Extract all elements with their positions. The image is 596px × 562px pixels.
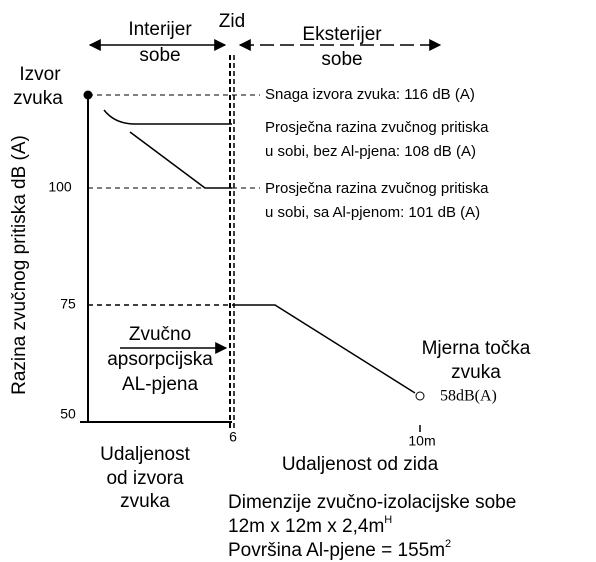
note: u sobi, bez Al-pjena: 108 dB (A) [265, 143, 476, 160]
superscript: H [384, 514, 392, 526]
note: Prosječna razina zvučnog pritiska [265, 180, 489, 197]
text: 12m x 12m x 2,4m [228, 516, 384, 537]
label: zvuka [120, 491, 170, 512]
label: Eksterijer [302, 24, 382, 45]
note: Prosječna razina zvučnog pritiska [265, 119, 489, 136]
measure-point [415, 391, 425, 401]
label: sobe [321, 49, 362, 70]
label: AL-pjena [122, 374, 198, 395]
label: Mjerna točka [422, 338, 531, 359]
label: zvuka [13, 88, 63, 109]
label: Zvučno [129, 324, 191, 345]
label: apsorpcijska [107, 349, 213, 370]
label: Interijer [128, 19, 192, 40]
y-axis-label: Razina zvučnog pritiska dB (A) [9, 135, 30, 395]
tick-label: 100 [48, 179, 72, 195]
tick-label: 10m [408, 433, 435, 449]
label: od izvora [106, 468, 184, 489]
text: Površina Al-pjene = 155m [228, 540, 445, 561]
label: Zid [219, 11, 245, 32]
source-point [83, 90, 93, 100]
curve-with [129, 131, 232, 189]
curve-outside [232, 304, 416, 394]
curve-without [103, 109, 232, 125]
tick-label: 6 [229, 429, 237, 445]
superscript: 2 [445, 538, 451, 550]
room-size: 12m x 12m x 2,4mH [228, 514, 392, 537]
tick-label: 75 [60, 296, 76, 312]
note: Snaga izvora zvuka: 116 dB (A) [265, 86, 475, 103]
note: u sobi, sa Al-pjenom: 101 dB (A) [265, 204, 480, 221]
shapes [80, 39, 442, 432]
label: Udaljenost [100, 444, 190, 465]
label: Udaljenost od zida [282, 454, 439, 475]
label: sobe [139, 45, 180, 66]
tick-label: 50 [60, 406, 76, 422]
room-area: Površina Al-pjene = 155m2 [228, 538, 451, 561]
room-title: Dimenzije zvučno-izolacijske sobe [228, 492, 516, 513]
label: zvuka [451, 362, 501, 383]
label: Izvor [19, 64, 61, 85]
value: 58dB(A) [440, 388, 497, 405]
